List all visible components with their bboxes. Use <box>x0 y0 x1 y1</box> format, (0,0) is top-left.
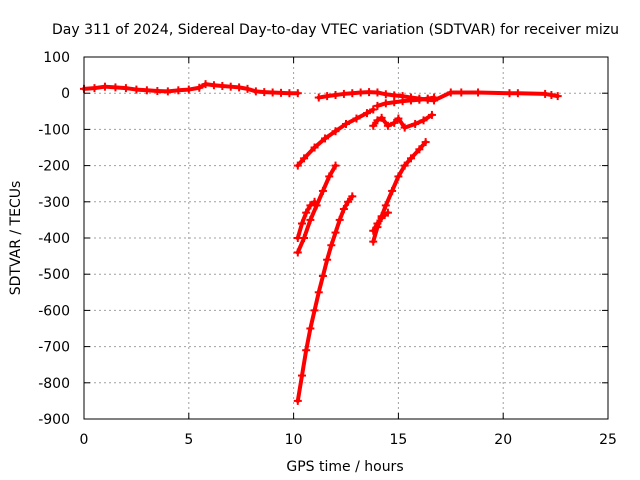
data-point <box>369 105 378 114</box>
point-trail <box>302 145 317 161</box>
point-trail <box>515 91 548 96</box>
point-trail <box>320 174 332 193</box>
y-axis-label: SDTVAR / TECUs <box>8 181 24 296</box>
point-trail <box>396 163 407 179</box>
data-point <box>331 161 340 170</box>
x-tick-label: 20 <box>494 432 512 448</box>
y-tick-labels: 100 0 -100 -200 -300 -400 -500 -600 -700 -800 -900 <box>38 50 70 428</box>
y-tick-label: -300 <box>38 195 70 211</box>
point-trail <box>432 90 453 103</box>
data-point <box>430 93 439 102</box>
point-trail <box>333 121 348 134</box>
point-trail <box>476 90 512 96</box>
x-tick-label: 15 <box>389 432 407 448</box>
axes <box>83 56 609 420</box>
y-tick-label: 100 <box>43 50 70 66</box>
chart-title: Day 311 of 2024, Sidereal Day-to-day VTE… <box>52 22 619 38</box>
data-points <box>80 80 562 405</box>
x-tick-label: 0 <box>80 432 89 448</box>
point-trail <box>295 373 304 403</box>
y-tick-label: -500 <box>38 267 70 283</box>
y-tick-label: -700 <box>38 340 70 356</box>
y-tick-label: 0 <box>61 86 70 102</box>
point-trail <box>390 174 401 193</box>
y-tick-label: -800 <box>38 376 70 392</box>
y-tick-label: -900 <box>38 412 70 428</box>
point-trail <box>299 348 309 378</box>
point-trail <box>302 217 313 240</box>
point-trail <box>327 163 338 179</box>
data-point <box>553 92 562 101</box>
plot-border <box>83 56 609 420</box>
x-tick-label: 5 <box>184 432 193 448</box>
point-trail <box>295 236 307 255</box>
x-tick-labels: 0 5 10 15 20 25 <box>80 432 617 448</box>
data-point <box>383 208 392 217</box>
point-trail <box>312 136 328 150</box>
data-point <box>293 89 302 98</box>
data-point <box>421 138 430 147</box>
data-point <box>427 110 436 119</box>
y-tick-label: -600 <box>38 303 70 319</box>
point-trail <box>323 129 338 141</box>
x-axis-label: GPS time / hours <box>286 459 403 475</box>
data-point <box>348 192 357 201</box>
point-trail <box>417 140 428 152</box>
point-trail <box>408 147 422 161</box>
point-trail <box>308 203 319 222</box>
y-tick-label: -100 <box>38 122 70 138</box>
y-tick-label: -200 <box>38 159 70 175</box>
x-tick-label: 25 <box>599 432 617 448</box>
point-trail <box>314 188 325 208</box>
grid-lines <box>84 57 608 419</box>
point-trail <box>383 188 395 208</box>
y-tick-label: -400 <box>38 231 70 247</box>
x-tick-label: 10 <box>285 432 303 448</box>
